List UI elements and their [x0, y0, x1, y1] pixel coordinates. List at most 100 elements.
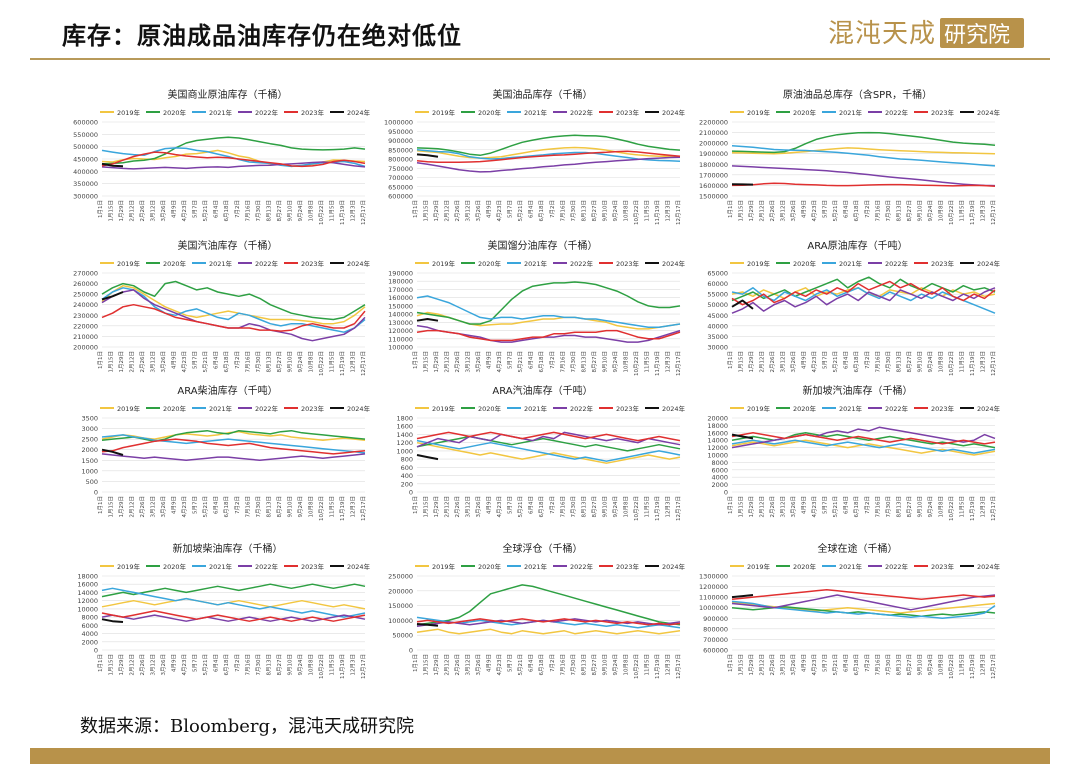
- x-tick-label: 3月12日: [780, 200, 787, 222]
- x-tick-label: 10月8日: [937, 654, 944, 676]
- y-tick-label: 2000: [711, 481, 728, 489]
- x-tick-label: 8月13日: [895, 351, 902, 373]
- series-line-2022年: [731, 165, 996, 187]
- series-line-2024年: [101, 162, 124, 168]
- legend-item: 2019年: [415, 259, 456, 268]
- x-tick-label: 8月27日: [906, 351, 913, 373]
- series-line-2024年: [731, 594, 754, 599]
- chart-title: 全球浮仓（千桶）: [503, 542, 583, 555]
- legend-label: 2024年: [662, 108, 686, 117]
- series-line-2024年: [416, 454, 439, 461]
- legend-item: 2022年: [238, 404, 279, 413]
- legend-label: 2022年: [255, 404, 279, 413]
- legend-label: 2023年: [616, 108, 640, 117]
- series-line-2024年: [101, 448, 124, 456]
- y-tick-label: 900000: [388, 137, 413, 145]
- legend-label: 2021年: [524, 259, 548, 268]
- x-tick-label: 12月3日: [349, 200, 356, 222]
- x-tick-label: 5月7日: [507, 351, 514, 369]
- x-tick-label: 5月21日: [517, 200, 524, 222]
- y-tick-label: 1800: [396, 415, 413, 423]
- x-tick-label: 9月24日: [612, 496, 619, 518]
- series-line-2021年: [731, 439, 996, 454]
- y-tick-label: 110000: [388, 335, 413, 343]
- legend-item: 2024年: [330, 108, 371, 117]
- x-tick-label: 5月7日: [192, 351, 199, 369]
- legend-item: 2021年: [822, 108, 863, 117]
- legend-item: 2020年: [461, 108, 502, 117]
- legend-label: 2023年: [616, 404, 640, 413]
- x-tick-label: 1月15日: [108, 654, 115, 676]
- x-tick-label: 6月4日: [213, 496, 220, 514]
- legend-label: 2022年: [885, 404, 909, 413]
- series-line-2020年: [731, 131, 996, 154]
- legend-item: 2019年: [415, 562, 456, 571]
- x-tick-label: 7月16日: [559, 654, 566, 676]
- y-tick-label: 60000: [707, 280, 728, 288]
- y-tick-label: 700000: [388, 174, 413, 182]
- x-tick-label: 8月13日: [265, 200, 272, 222]
- legend-label: 2019年: [432, 108, 456, 117]
- y-tick-label: 6000: [711, 466, 728, 474]
- y-tick-label: 1100000: [699, 594, 728, 602]
- y-tick-label: 200: [401, 480, 413, 488]
- y-tick-label: 250000: [388, 573, 413, 581]
- svg-text:混沌天成: 混沌天成: [828, 19, 936, 49]
- x-tick-label: 9月24日: [927, 351, 934, 373]
- legend-label: 2024年: [662, 404, 686, 413]
- y-tick-label: 450000: [73, 156, 98, 164]
- legend-item: 2022年: [868, 404, 909, 413]
- x-tick-label: 1月15日: [423, 496, 430, 518]
- legend-item: 2024年: [645, 404, 686, 413]
- x-tick-label: 8月27日: [276, 496, 283, 518]
- y-tick-label: 1600: [396, 423, 413, 431]
- footer-bar: [30, 748, 1050, 764]
- chart-title: 新加坡汽油库存（千桶）: [803, 384, 913, 397]
- x-tick-label: 5月7日: [822, 496, 829, 514]
- x-tick-label: 7月30日: [255, 654, 262, 676]
- legend-label: 2023年: [931, 108, 955, 117]
- y-tick-label: 150000: [388, 302, 413, 310]
- x-tick-label: 5月21日: [202, 351, 209, 373]
- x-tick-label: 8月13日: [580, 200, 587, 222]
- x-tick-label: 1月29日: [118, 654, 125, 676]
- x-tick-label: 12月3日: [979, 496, 986, 518]
- source-note: 数据来源：Bloomberg，混沌天成研究院: [80, 716, 415, 737]
- x-tick-label: 11月19日: [654, 654, 661, 679]
- y-tick-label: 600000: [73, 119, 98, 127]
- series-line-2022年: [416, 156, 681, 173]
- y-tick-label: 1200: [396, 439, 413, 447]
- x-tick-label: 2月26日: [139, 496, 146, 518]
- x-tick-label: 1月29日: [118, 200, 125, 222]
- x-tick-label: 3月12日: [150, 351, 157, 373]
- x-tick-label: 2月26日: [769, 496, 776, 518]
- legend-item: 2024年: [960, 404, 1001, 413]
- legend-item: 2019年: [100, 404, 141, 413]
- legend-item: 2024年: [330, 259, 371, 268]
- x-tick-label: 9月10日: [286, 200, 293, 222]
- legend-label: 2021年: [209, 108, 233, 117]
- x-tick-label: 4月23日: [811, 200, 818, 222]
- x-tick-label: 11月19日: [339, 351, 346, 376]
- x-tick-label: 7月16日: [559, 200, 566, 222]
- x-tick-label: 3月12日: [150, 200, 157, 222]
- x-tick-label: 3月26日: [160, 351, 167, 373]
- legend-label: 2023年: [931, 259, 955, 268]
- x-tick-label: 4月23日: [811, 496, 818, 518]
- x-tick-label: 5月21日: [517, 654, 524, 676]
- x-tick-label: 2月12日: [129, 654, 136, 676]
- x-tick-label: 1月29日: [748, 351, 755, 373]
- x-tick-label: 10月22日: [948, 351, 955, 376]
- x-tick-label: 7月30日: [885, 496, 892, 518]
- legend-label: 2020年: [478, 108, 502, 117]
- chart-panel-10: 新加坡柴油库存（千桶） 2019年 2020年 2021年 2022年 2023年 2024…: [77, 542, 370, 679]
- x-tick-label: 4月23日: [811, 351, 818, 373]
- x-tick-label: 10月22日: [633, 200, 640, 225]
- series-line-2020年: [416, 134, 681, 157]
- y-tick-label: 270000: [73, 270, 98, 278]
- x-tick-label: 4月9日: [171, 496, 178, 514]
- y-tick-label: 850000: [388, 146, 413, 154]
- x-tick-label: 6月18日: [853, 654, 860, 676]
- series-line-2023年: [416, 329, 681, 342]
- x-tick-label: 4月9日: [801, 200, 808, 218]
